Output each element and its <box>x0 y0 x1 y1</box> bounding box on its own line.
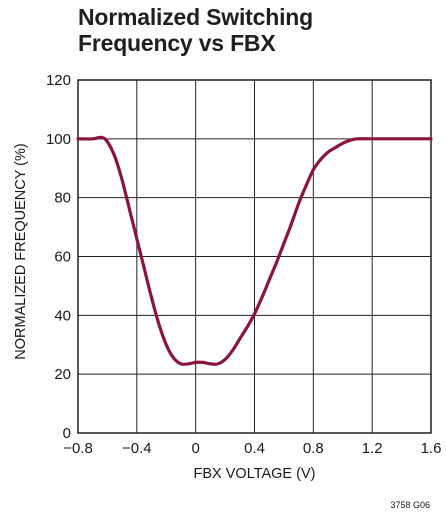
x-tick-label: −0.8 <box>63 440 93 457</box>
x-tick-label: −0.4 <box>122 440 152 457</box>
x-tick-label: 0.8 <box>303 440 324 457</box>
x-tick-label: 0 <box>191 440 199 457</box>
y-tick-label: 20 <box>54 366 71 383</box>
plot-frame <box>77 79 432 434</box>
chart-title: Normalized Switching Frequency vs FBX <box>78 4 313 56</box>
chart-title-line-1: Normalized Switching <box>78 4 313 30</box>
x-axis-label: FBX VOLTAGE (V) <box>194 466 316 482</box>
y-tick-labels: 0 20 40 60 80 100 120 <box>46 72 71 442</box>
x-tick-label: 1.2 <box>362 440 383 457</box>
y-axis-label: NORMALIZED FREQUENCY (%) <box>13 143 29 359</box>
series-layer <box>76 135 433 366</box>
y-tick-label: 100 <box>46 131 71 148</box>
chart-title-line-2: Frequency vs FBX <box>78 30 276 56</box>
grid-lines <box>78 80 431 433</box>
x-tick-label: 0.4 <box>244 440 265 457</box>
y-tick-label: 120 <box>46 72 71 89</box>
x-tick-labels: −0.8 −0.4 0 0.4 0.8 1.2 1.6 <box>63 440 441 457</box>
x-tick-label: 1.6 <box>421 440 442 457</box>
figure-code: 3758 G06 <box>390 500 430 510</box>
y-tick-label: 60 <box>54 249 71 266</box>
y-tick-label: 40 <box>54 307 71 324</box>
y-tick-label: 0 <box>63 425 71 442</box>
series-line <box>76 135 433 366</box>
y-tick-label: 80 <box>54 190 71 207</box>
